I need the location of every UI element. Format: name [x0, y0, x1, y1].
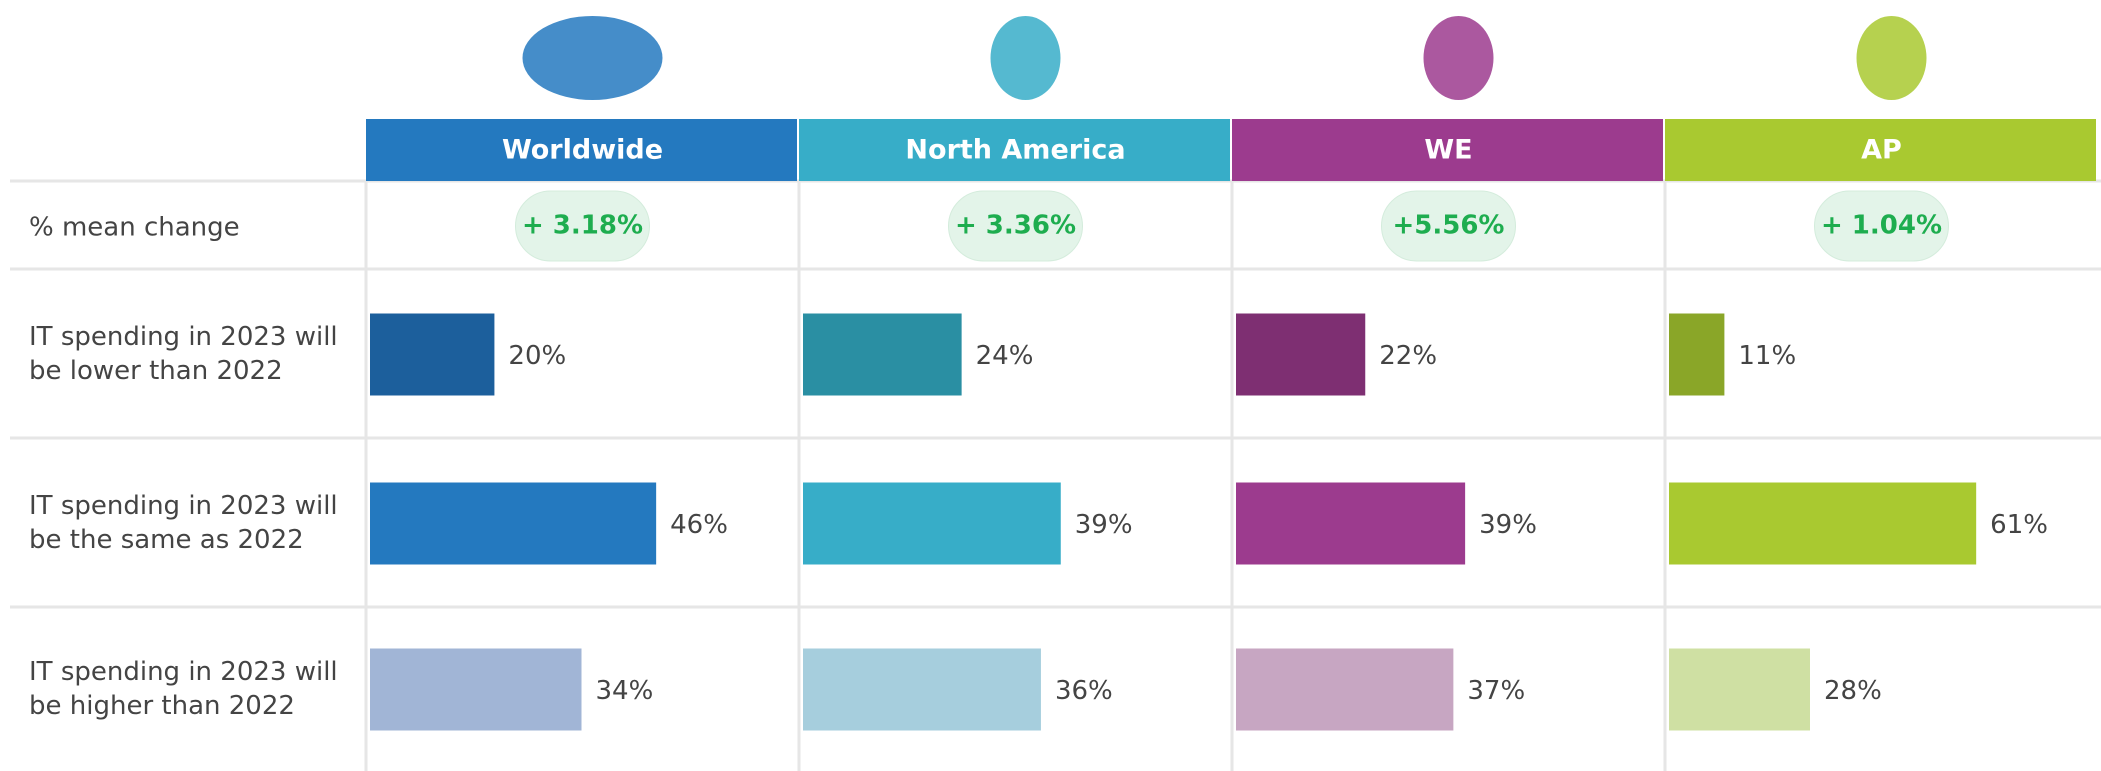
bar	[803, 648, 1041, 731]
value-label: 37%	[1467, 676, 1525, 706]
value-label: 36%	[1055, 676, 1113, 706]
bar	[1236, 313, 1366, 396]
value-label: 11%	[1738, 341, 1796, 371]
value-label: 28%	[1824, 676, 1882, 706]
row-label: be the same as 2022	[29, 525, 304, 555]
mean-change-pill	[515, 190, 650, 262]
column-title: North America	[905, 135, 1125, 166]
bar	[1236, 482, 1466, 565]
value-label: 61%	[1990, 510, 2048, 540]
region-icon	[1856, 16, 1927, 100]
column-header	[1232, 119, 1663, 181]
column-header	[1665, 119, 2096, 181]
row-label: % mean change	[29, 213, 240, 243]
mean-change-pill	[1814, 190, 1949, 262]
bar	[803, 313, 962, 396]
bar	[370, 648, 582, 731]
column-header	[366, 119, 797, 181]
column-title: WE	[1424, 135, 1472, 166]
value-label: 39%	[1075, 510, 1133, 540]
region-icon	[522, 16, 663, 100]
bar	[370, 482, 657, 565]
mean-change: +5.56%	[1393, 211, 1505, 241]
row-label: IT spending in 2023 will	[29, 491, 338, 521]
bar	[370, 313, 495, 396]
value-label: 34%	[596, 676, 654, 706]
value-label: 39%	[1479, 510, 1537, 540]
bar	[1669, 648, 1810, 731]
row-label: be lower than 2022	[29, 356, 283, 386]
row-label: IT spending in 2023 will	[29, 322, 338, 352]
mean-change: + 3.18%	[522, 211, 643, 241]
column-title: AP	[1861, 135, 1902, 166]
mean-change-pill	[1381, 190, 1516, 262]
row-label: be higher than 2022	[29, 691, 295, 721]
region-icon	[990, 16, 1061, 100]
bar	[1236, 648, 1454, 731]
row-label: IT spending in 2023 will	[29, 657, 338, 687]
value-label: 46%	[670, 510, 728, 540]
mean-change: + 1.04%	[1821, 211, 1942, 241]
value-label: 20%	[508, 341, 566, 371]
bar	[1669, 313, 1725, 396]
value-label: 22%	[1379, 341, 1437, 371]
bar	[803, 482, 1061, 565]
column-header	[799, 119, 1230, 181]
value-label: 24%	[976, 341, 1034, 371]
column-title: Worldwide	[502, 135, 663, 166]
mean-change-pill	[948, 190, 1083, 262]
region-icon	[1423, 16, 1494, 100]
mean-change: + 3.36%	[955, 211, 1076, 241]
bar	[1669, 482, 1977, 565]
